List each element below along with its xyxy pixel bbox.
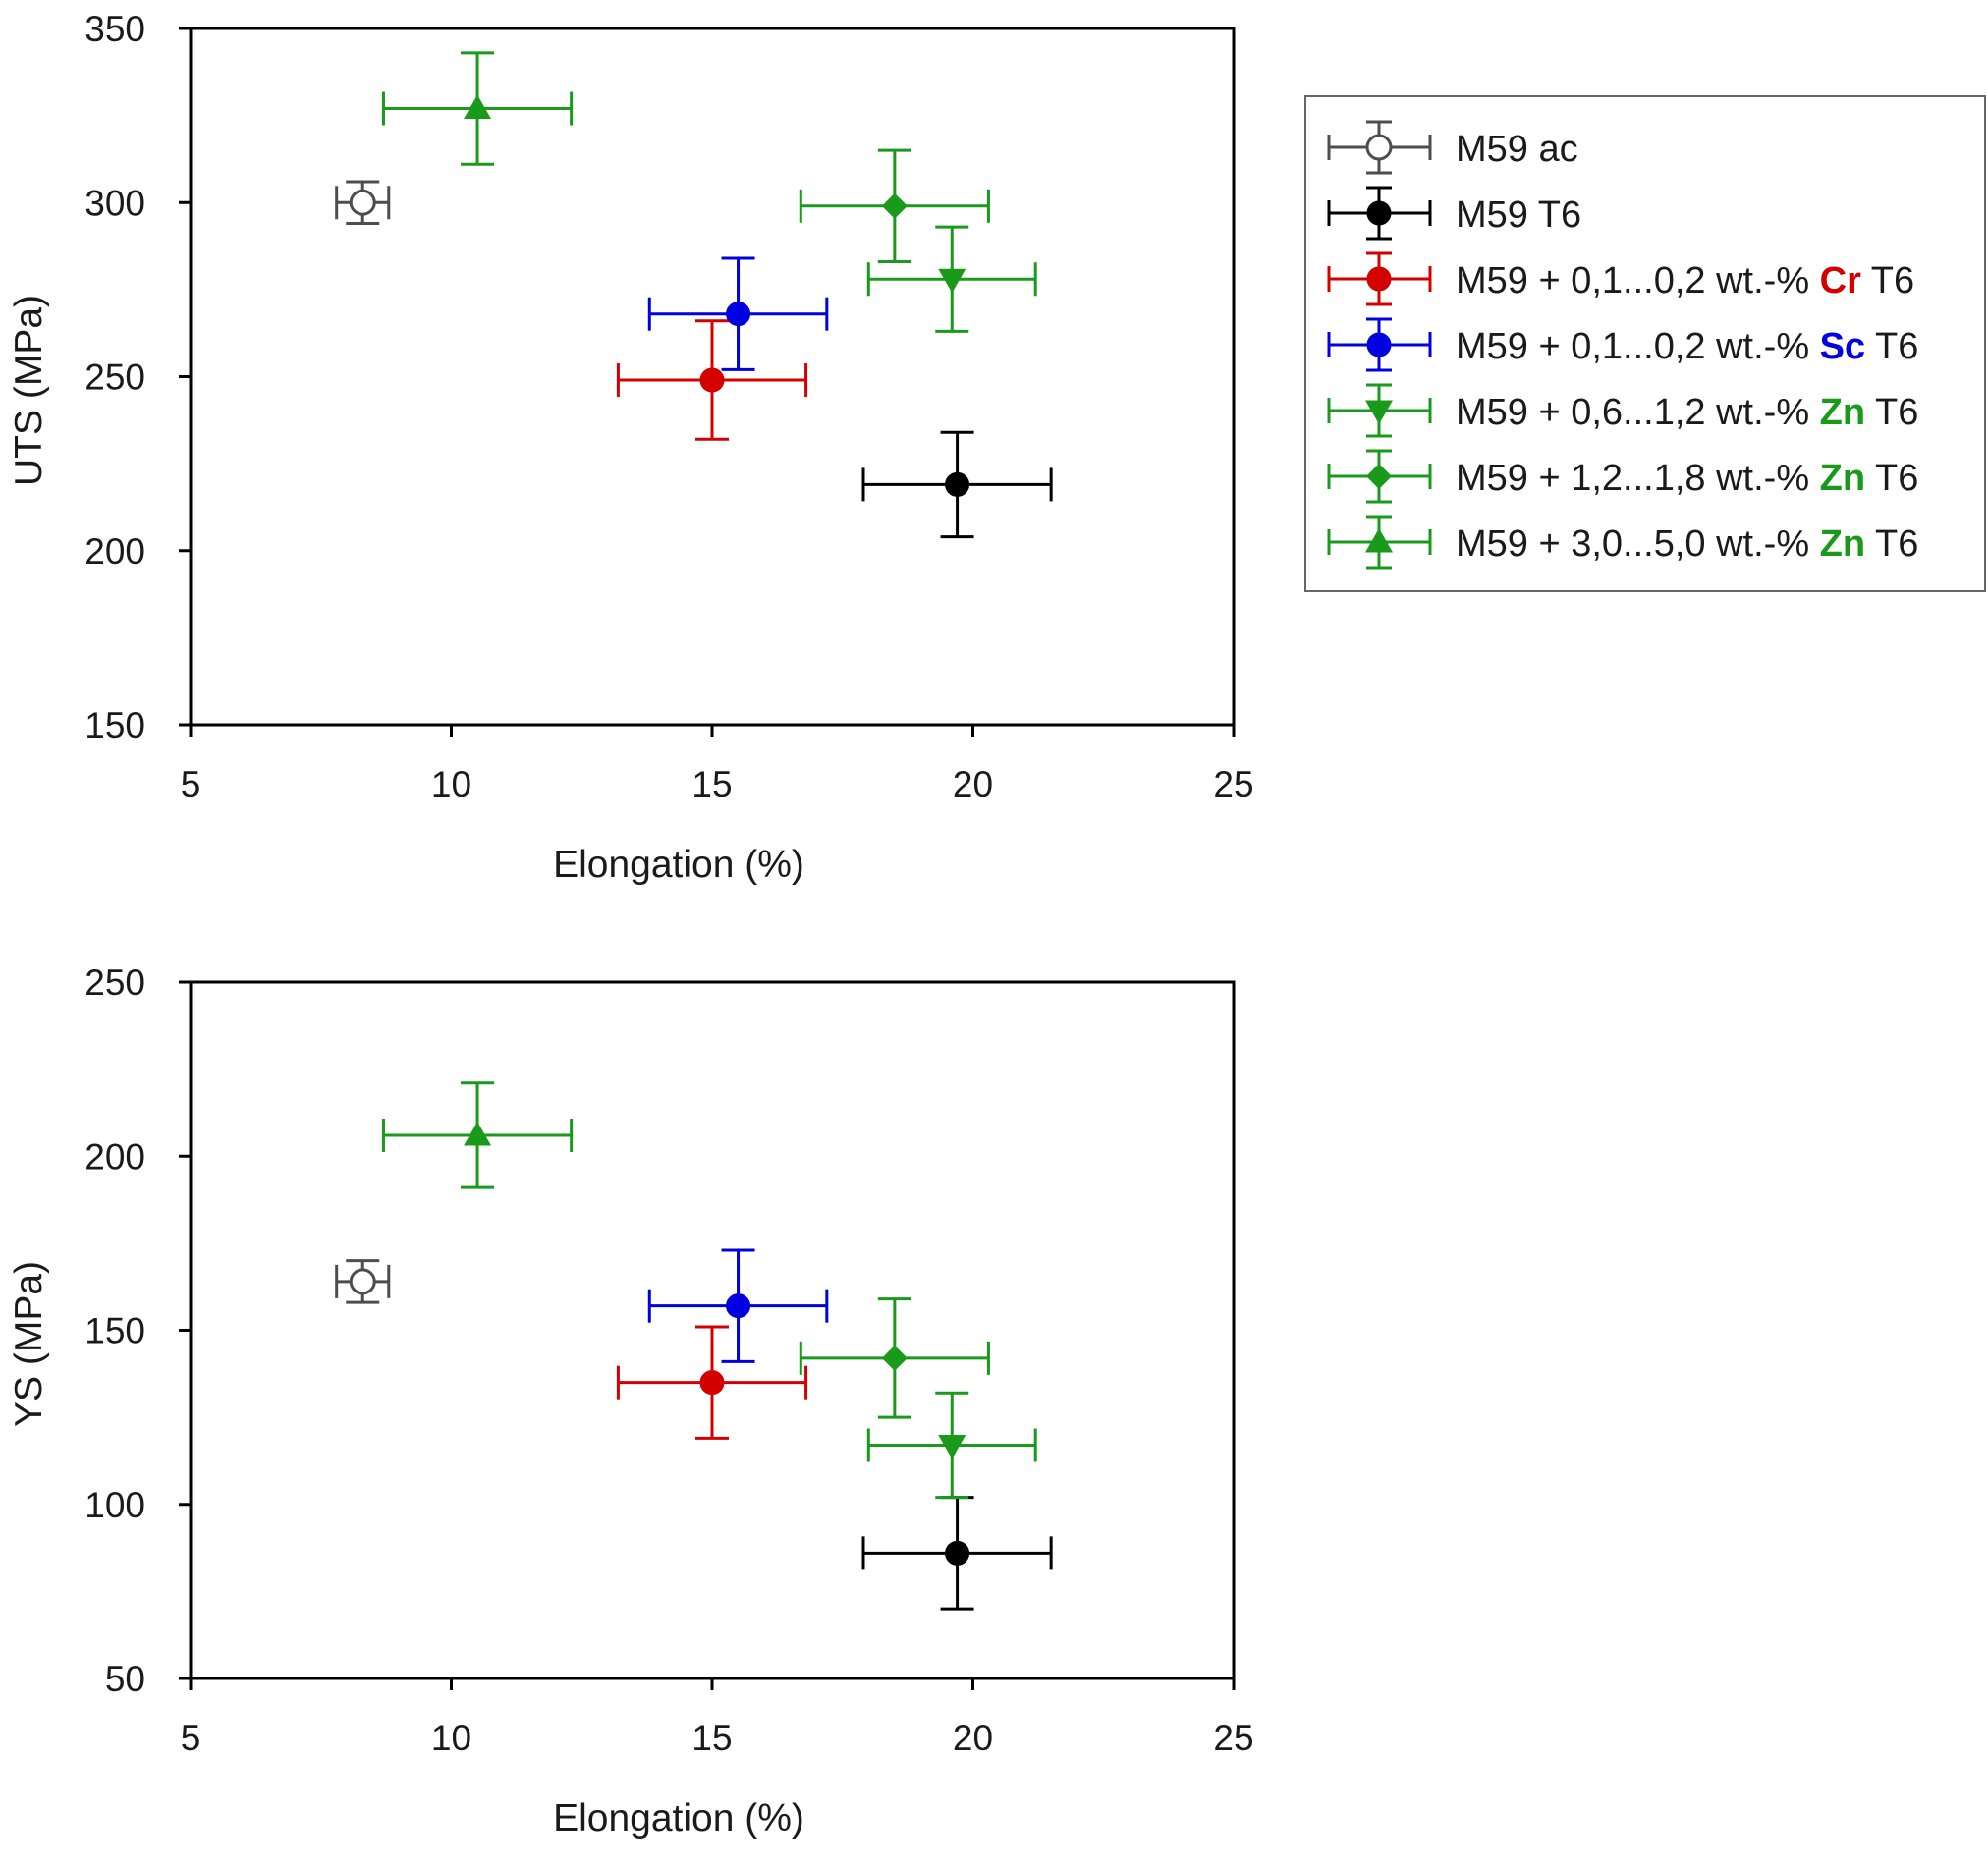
data-point-sc <box>647 1248 829 1363</box>
legend-label-part: T6 <box>1865 392 1918 433</box>
y-tick-label: 200 <box>84 1136 145 1177</box>
marker-sc <box>726 1293 751 1319</box>
y-tick-label: 200 <box>84 531 145 572</box>
x-tick-label: 15 <box>691 764 732 804</box>
data-point-zn1 <box>866 1391 1037 1500</box>
legend-label-part: Zn <box>1820 392 1865 433</box>
x-tick-label: 5 <box>181 1718 201 1758</box>
legend-entry-sc: M59 + 0,1...0,2 wt.-% Sc T6 <box>1327 317 1918 372</box>
legend-label-ac: M59 ac <box>1456 129 1578 170</box>
legend-entry-cr: M59 + 0,1...0,2 wt.-% Cr T6 <box>1327 251 1914 306</box>
legend-label-t6: M59 T6 <box>1456 194 1581 236</box>
x-tick-label: 10 <box>431 1718 471 1758</box>
marker-sc <box>726 302 751 327</box>
marker-zn2 <box>881 192 908 219</box>
marker-ac <box>349 189 376 216</box>
legend-marker-sc <box>1366 332 1392 357</box>
marker-t6 <box>945 1540 970 1566</box>
marker-zn3 <box>464 1121 492 1146</box>
legend-marker-ac <box>1365 134 1393 161</box>
legend-label-part: Zn <box>1820 523 1865 565</box>
legend-marker-t6 <box>1366 200 1392 226</box>
legend-entry-t6: M59 T6 <box>1327 186 1581 241</box>
x-tick-label: 5 <box>181 764 201 804</box>
legend-entry-zn3: M59 + 3,0...5,0 wt.-% Zn T6 <box>1327 515 1918 570</box>
legend-label-part: M59 + 0,1...0,2 wt.-% <box>1456 326 1820 367</box>
y-tick-label: 250 <box>84 357 145 398</box>
legend-label-zn3: M59 + 3,0...5,0 wt.-% Zn T6 <box>1456 523 1918 565</box>
x-tick-label: 25 <box>1213 1718 1253 1758</box>
data-point-sc <box>647 256 829 371</box>
legend-label-sc: M59 + 0,1...0,2 wt.-% Sc T6 <box>1456 326 1918 367</box>
data-point-zn2 <box>799 1297 990 1419</box>
y-tick-label: 150 <box>84 1311 145 1351</box>
legend-marker-cr <box>1366 266 1392 292</box>
uts-plot: 5 10 15 20 25 150 200 250 300 350 Elongation (%) UT… <box>8 9 1254 886</box>
marker-ac <box>349 1268 376 1295</box>
marker-cr <box>699 1370 725 1396</box>
legend-label-part: Cr <box>1820 260 1861 302</box>
marker-zn3 <box>464 94 492 120</box>
y-tick-label: 250 <box>84 962 145 1003</box>
y-tick-label: 300 <box>84 183 145 223</box>
x-tick-label: 20 <box>953 1718 993 1758</box>
data-point-ac <box>335 1259 391 1304</box>
data-point-ac <box>335 180 391 226</box>
x-tick-label: 15 <box>691 1718 732 1758</box>
legend-label-part: T6 <box>1865 458 1918 499</box>
legend-label-part: M59 + 0,6...1,2 wt.-% <box>1456 392 1820 433</box>
legend-label-part: M59 T6 <box>1456 194 1581 236</box>
legend-marker-zn3 <box>1365 528 1393 553</box>
legend-marker-zn2 <box>1366 464 1392 489</box>
data-point-cr <box>616 319 808 441</box>
y-tick-label: 150 <box>84 705 145 745</box>
legend-marker-zn1 <box>1365 400 1393 424</box>
legend-label-part: Sc <box>1820 326 1865 367</box>
marker-cr <box>699 367 725 393</box>
legend-label-part: T6 <box>1865 326 1918 367</box>
legend-label-cr: M59 + 0,1...0,2 wt.-% Cr T6 <box>1456 260 1914 302</box>
x-tick-label: 20 <box>953 764 993 804</box>
data-point-zn3 <box>381 51 574 166</box>
data-point-zn1 <box>866 225 1037 333</box>
x-axis-label: Elongation (%) <box>553 1797 804 1840</box>
legend-label-part: T6 <box>1861 260 1914 302</box>
marker-t6 <box>945 471 970 497</box>
legend-label-zn2: M59 + 1,2...1,8 wt.-% Zn T6 <box>1456 458 1918 499</box>
legend-label-part: T6 <box>1865 523 1918 565</box>
y-tick-label: 50 <box>105 1659 145 1699</box>
y-tick-label: 100 <box>84 1485 145 1525</box>
marker-zn2 <box>881 1345 908 1371</box>
y-axis-label: UTS (MPa) <box>8 295 50 486</box>
data-point-zn2 <box>799 148 990 264</box>
legend-entry-zn1: M59 + 0,6...1,2 wt.-% Zn T6 <box>1327 383 1918 438</box>
data-point-t6 <box>861 430 1053 539</box>
y-tick-label: 350 <box>84 9 145 49</box>
legend-label-part: M59 + 1,2...1,8 wt.-% <box>1456 458 1820 499</box>
ys-plot: 5 10 15 20 25 50 100 150 200 250 Elongation (%) YS … <box>8 962 1254 1840</box>
data-point-t6 <box>861 1496 1053 1611</box>
legend-entry-ac: M59 ac <box>1327 120 1578 175</box>
legend-label-zn1: M59 + 0,6...1,2 wt.-% Zn T6 <box>1456 392 1918 433</box>
x-tick-label: 10 <box>431 764 471 804</box>
data-point-cr <box>616 1325 808 1440</box>
legend-label-part: M59 + 0,1...0,2 wt.-% <box>1456 260 1820 302</box>
marker-zn1 <box>938 1434 966 1459</box>
x-tick-label: 25 <box>1213 764 1253 804</box>
y-axis-label: YS (MPa) <box>8 1261 50 1427</box>
legend-label-part: M59 + 3,0...5,0 wt.-% <box>1456 523 1820 565</box>
legend-label-part: Zn <box>1820 458 1865 499</box>
x-axis-label: Elongation (%) <box>553 844 804 886</box>
data-point-zn3 <box>381 1081 574 1189</box>
legend-label-part: M59 ac <box>1456 129 1578 170</box>
legend-entry-zn2: M59 + 1,2...1,8 wt.-% Zn T6 <box>1327 449 1918 504</box>
marker-zn1 <box>938 268 966 294</box>
